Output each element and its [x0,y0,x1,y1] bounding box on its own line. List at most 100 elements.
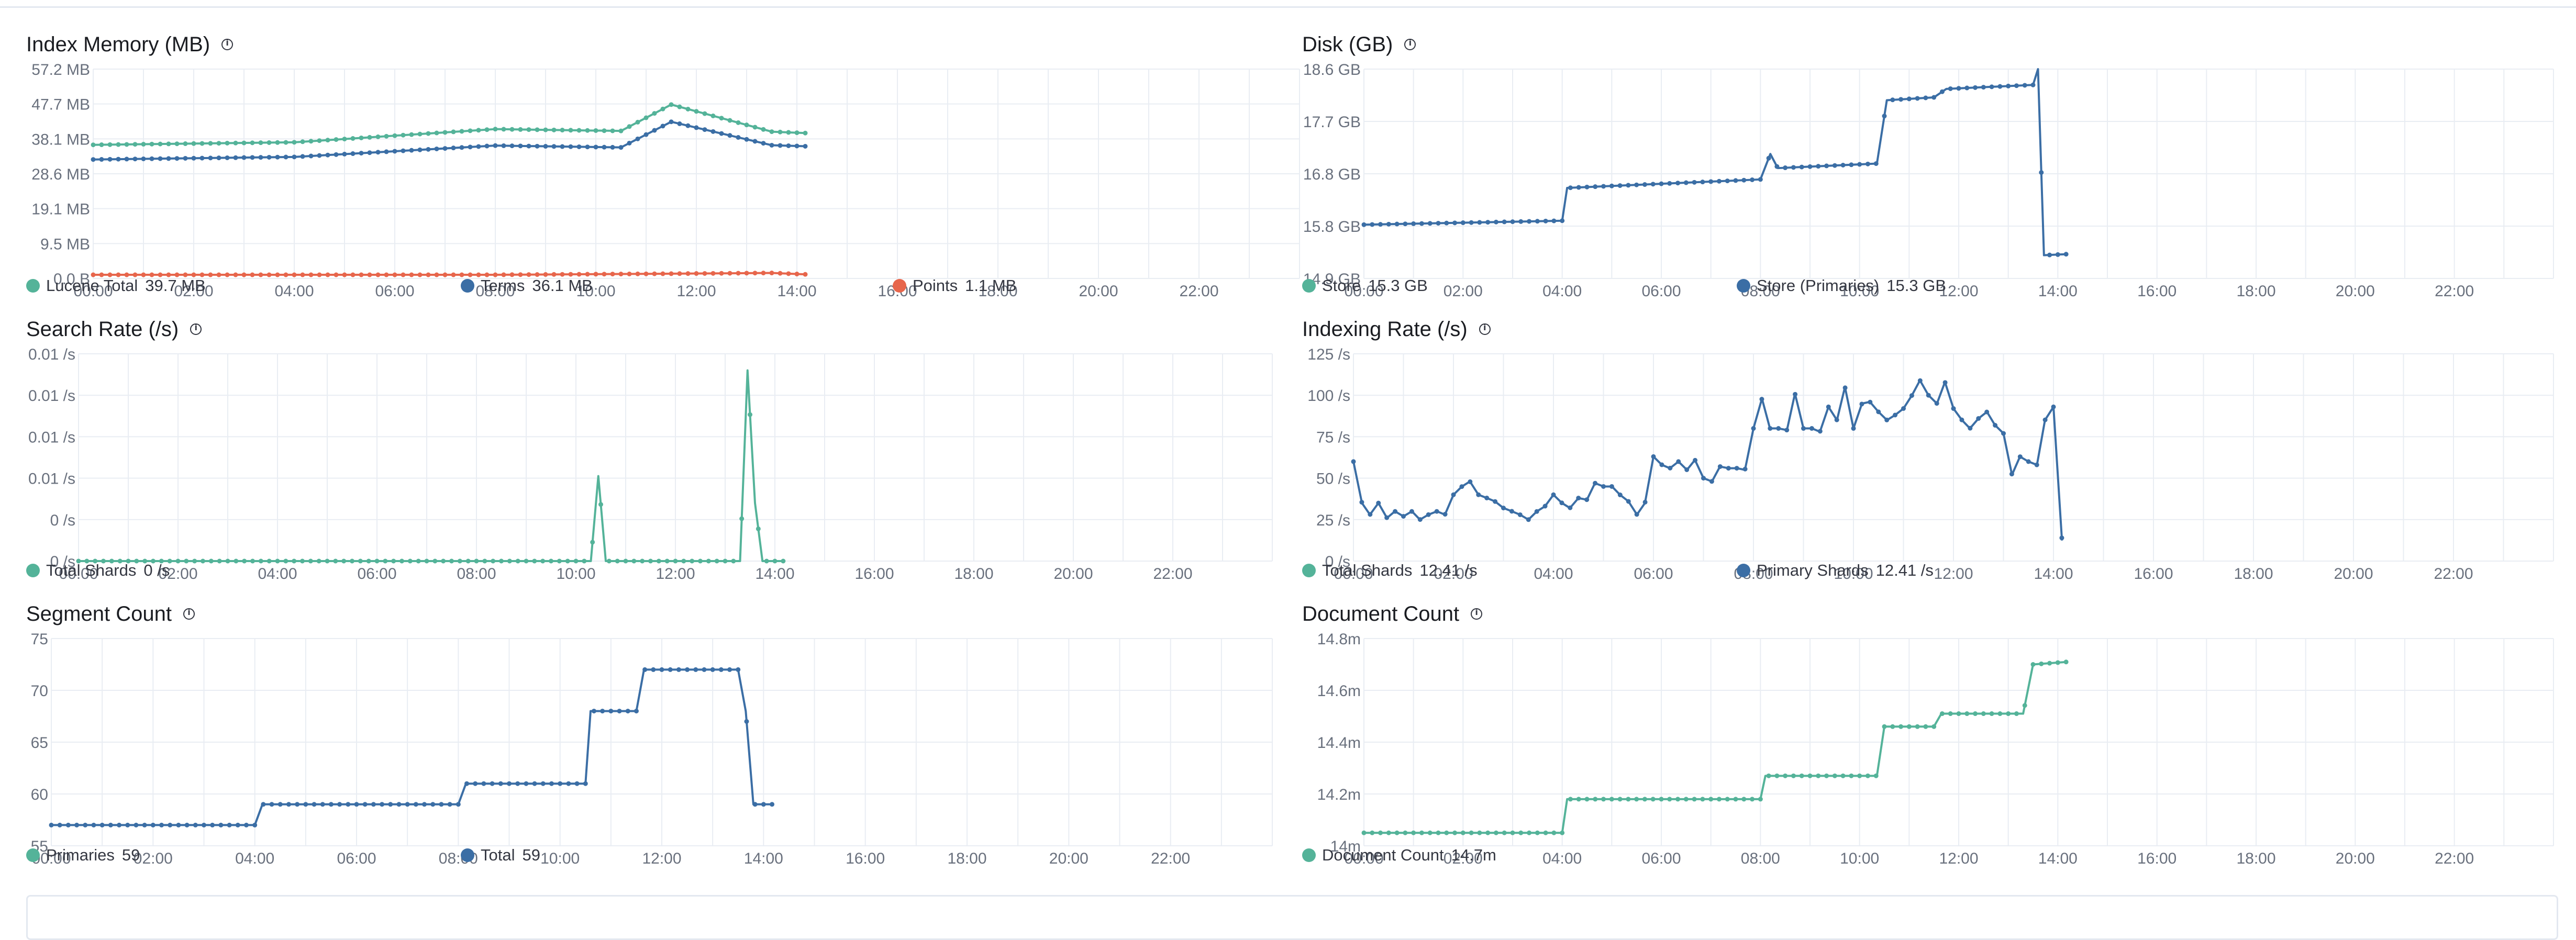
data-point [250,155,255,160]
data-point [1560,830,1565,835]
data-point [334,272,339,277]
data-point [275,272,280,277]
legend-item-primary-shards[interactable]: Primary Shards 12.41 /s [1737,561,1934,580]
data-point [354,802,359,807]
data-point [334,152,339,157]
data-point [1534,509,1539,514]
legend-item-lucene-total[interactable]: Lucene Total 39.7 MB [26,276,206,295]
data-point [464,781,470,786]
data-point [602,128,607,133]
legend: Document Count 14.7m [1302,846,2576,872]
data-point [158,141,163,147]
data-point [2055,660,2060,665]
data-point [1826,404,1831,409]
x-tick-label: 06:00 [1641,283,1681,300]
data-point [1451,492,1456,497]
legend-item-store[interactable]: Store 15.3 GB [1302,276,1428,295]
legend-item-terms[interactable]: Terms 36.1 MB [461,276,593,295]
legend-name: Terms [481,276,525,295]
data-point [769,129,774,135]
data-point [761,271,766,276]
x-tick-label: 04:00 [1542,850,1582,867]
data-point [107,272,113,277]
data-point [413,802,418,807]
data-point [99,822,105,827]
legend-item-total-shards[interactable]: Total Shards 12.41 /s [1302,561,1478,580]
data-point [778,143,783,148]
data-point [668,667,673,672]
search-rate-chart[interactable]: 0 /s 0 /s 0.01 /s 0.01 /s 0.01 /s 0.01 /s 00:0… [26,346,1304,594]
data-point [199,155,205,161]
data-point [308,139,314,144]
legend-value: 36.1 MB [532,276,593,295]
x-tick-label: 18:00 [947,850,986,867]
data-point [216,155,221,161]
data-point [442,272,448,277]
data-point [673,558,678,564]
info-icon[interactable] [1479,322,1491,335]
document-count-panel: Document Count 14m 14.2m 14.4m 14.6m 14.8m 00… [1302,596,2576,878]
legend-item-points[interactable]: Points 1.1 MB [893,276,1016,295]
data-point [176,822,181,827]
data-point [258,272,263,277]
info-icon[interactable] [221,38,234,50]
data-point [258,155,263,160]
data-point [74,822,80,827]
data-point [442,130,448,135]
data-point [786,143,791,148]
data-point [706,558,711,564]
document-count-chart[interactable]: 14m 14.2m 14.4m 14.6m 14.8m 00:00 02:00 04:00 06… [1302,631,2576,878]
legend-value: 15.3 GB [1368,276,1428,295]
x-tick-label: 06:00 [375,283,414,300]
data-point [1501,506,1506,511]
data-point [141,142,146,147]
data-point [549,781,554,786]
series-line-terms [93,120,807,161]
data-point [744,122,749,128]
info-icon[interactable] [1471,607,1483,620]
data-point [2009,472,2014,477]
data-point [694,271,699,276]
data-point [91,157,96,162]
data-point [426,131,431,136]
data-point [217,558,222,564]
data-point [1417,517,1423,522]
data-point [481,781,486,786]
data-point [1959,417,1964,422]
panel-title: Indexing Rate (/s) [1302,317,1468,341]
data-point [1436,830,1441,835]
data-point [499,558,504,564]
x-tick-label: 02:00 [1444,283,1483,300]
legend-item-total[interactable]: Total 59 [461,846,540,865]
info-icon[interactable] [190,322,202,335]
data-point [380,802,385,807]
index-memory-chart[interactable]: 0.0 B 9.5 MB 19.1 MB 28.6 MB 38.1 MB 47.7 MB 5… [26,61,1304,309]
data-point [1832,163,1837,168]
legend-item-document-count[interactable]: Document Count 14.7m [1302,846,1496,865]
info-icon[interactable] [1404,38,1416,50]
y-tick-label: 50 /s [1316,471,1350,488]
data-point [1593,797,1598,802]
legend-item-store-primaries[interactable]: Store (Primaries) 15.3 GB [1737,276,1946,295]
x-tick-label: 18:00 [2234,565,2273,583]
x-tick-label: 10:00 [1840,283,1879,300]
legend-item-total-shards[interactable]: Total Shards 0 /s [26,561,170,580]
data-point [526,127,531,132]
data-point [362,802,368,807]
info-icon[interactable] [183,607,195,620]
data-point [702,127,707,132]
legend-item-primaries[interactable]: Primaries 59 [26,846,140,865]
data-point [303,802,308,807]
data-point [518,143,523,149]
data-point [583,781,588,786]
data-point [2022,83,2027,88]
data-point [1734,466,1739,471]
indexing-rate-chart[interactable]: 0 /s 25 /s 50 /s 75 /s 100 /s 125 /s 00:00 02:0… [1302,346,2576,594]
data-point [1915,724,1920,729]
data-point [1882,724,1887,729]
data-point [1576,185,1581,190]
data-point [350,558,354,564]
data-point [1560,218,1565,223]
